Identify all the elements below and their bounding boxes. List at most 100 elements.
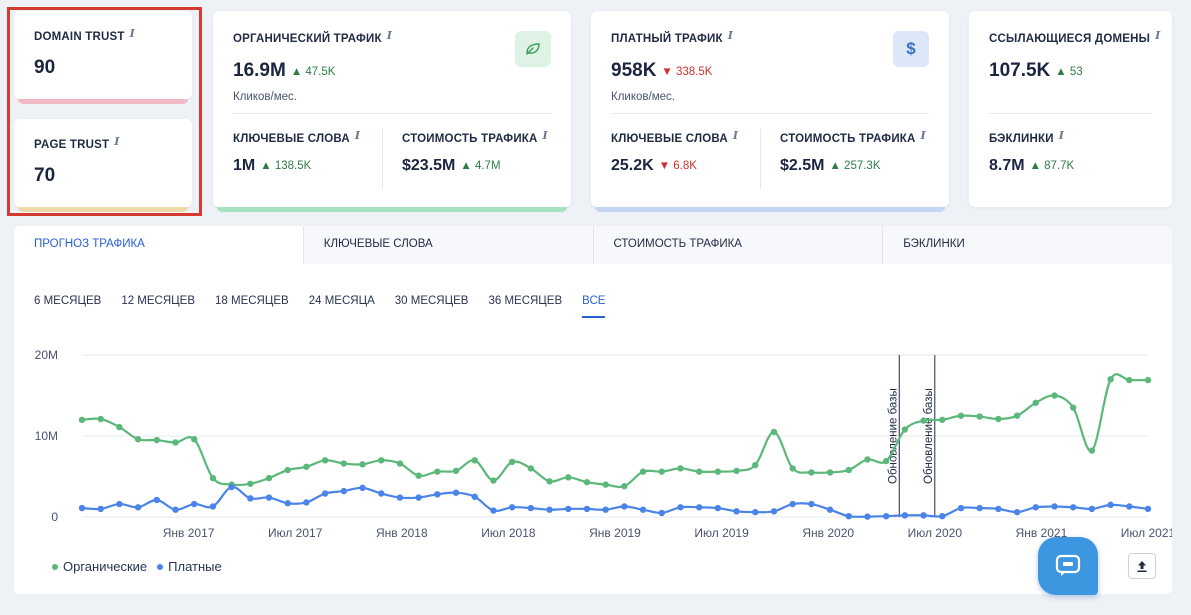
paid-data-point: [527, 504, 535, 512]
paid-traffic-value: 958K: [611, 60, 657, 81]
paid-data-point: [191, 500, 198, 508]
paid-data-point: [677, 504, 684, 511]
organic-data-point: [1051, 392, 1058, 399]
organic-data-point: [583, 478, 591, 486]
organic-data-point: [1107, 376, 1114, 383]
period-30-months[interactable]: 30 МЕСЯЦЕВ: [394, 295, 469, 307]
paid-data-point: [303, 499, 310, 506]
period-12-months[interactable]: 12 МЕСЯЦЕВ: [121, 295, 196, 307]
x-tick-label: Янв 2020: [802, 526, 854, 540]
chat-button[interactable]: [1038, 537, 1098, 595]
organic-data-point: [1144, 376, 1152, 384]
traffic-chart: 20M 10M 0 Янв 2017 Июл 2017 Янв 2018 Июл 2018 Я…: [35, 348, 1172, 540]
organic-data-point: [490, 477, 497, 484]
info-icon[interactable]: i: [727, 29, 734, 42]
paid-data-point: [134, 504, 142, 511]
organic-data-point: [172, 439, 179, 446]
organic-keywords-value: 1M: [233, 157, 256, 174]
organic-cost-row: $23.5M ▲ 4.7M: [402, 157, 501, 175]
organic-keywords-label: КЛЮЧЕВЫЕ СЛОВА i: [233, 129, 361, 145]
organic-data-point: [508, 458, 516, 466]
chart-tabs: ПРОГНОЗ ТРАФИКА КЛЮЧЕВЫЕ СЛОВА СТОИМОСТЬ…: [14, 226, 1172, 264]
info-icon[interactable]: i: [1155, 29, 1161, 42]
paid-data-point: [1069, 504, 1077, 511]
organic-data-point: [434, 468, 441, 475]
organic-traffic-delta: ▲ 47.5K: [290, 65, 336, 78]
paid-data-point: [452, 489, 460, 496]
paid-data-point: [396, 494, 404, 501]
export-button[interactable]: [1128, 553, 1156, 579]
tab-traffic-forecast[interactable]: ПРОГНОЗ ТРАФИКА: [14, 226, 304, 264]
highlight-box: [7, 7, 202, 216]
organic-data-point: [191, 436, 198, 443]
referring-domains-row: 107.5K ▲ 53: [989, 60, 1083, 82]
paid-data-point: [340, 487, 348, 495]
paid-cost-value: $2.5M: [780, 157, 825, 174]
paid-data-point: [845, 512, 852, 520]
organic-data-point: [284, 466, 291, 474]
organic-data-point: [733, 467, 740, 475]
paid-cost-delta: ▲ 257.3K: [829, 159, 881, 172]
info-icon[interactable]: i: [542, 129, 548, 142]
y-tick-label: 20M: [35, 348, 58, 362]
paid-data-point: [602, 506, 609, 513]
paid-data-point: [658, 509, 665, 517]
organic-data-point: [864, 456, 871, 463]
organic-data-point: [452, 467, 460, 475]
paid-cost-label: СТОИМОСТЬ ТРАФИКА i: [780, 129, 926, 145]
info-icon[interactable]: i: [732, 129, 739, 142]
period-all[interactable]: ВСЕ: [582, 295, 606, 318]
paid-data-point: [957, 504, 965, 512]
paid-data-point: [284, 500, 291, 507]
paid-data-point: [209, 503, 217, 510]
period-24-months[interactable]: 24 МЕСЯЦА: [308, 295, 375, 307]
paid-data-point: [882, 512, 890, 520]
paid-data-point: [976, 504, 983, 512]
x-tick-label: Июл 2019: [694, 526, 749, 540]
organic-data-point: [621, 483, 628, 490]
organic-data-point: [882, 457, 890, 465]
tab-backlinks[interactable]: БЭКЛИНКИ: [903, 238, 965, 250]
organic-data-point: [265, 474, 273, 482]
info-icon[interactable]: i: [920, 129, 926, 142]
tab-keywords[interactable]: КЛЮЧЕВЫЕ СЛОВА: [304, 226, 594, 264]
organic-data-point: [695, 468, 703, 475]
organic-data-point: [471, 457, 478, 464]
paid-data-point: [415, 494, 422, 501]
period-18-months[interactable]: 18 МЕСЯЦЕВ: [215, 295, 289, 307]
paid-data-point: [116, 500, 123, 508]
chart-panel: 6 МЕСЯЦЕВ 12 МЕСЯЦЕВ 18 МЕСЯЦЕВ 24 МЕСЯЦ…: [14, 264, 1172, 594]
organic-data-point: [920, 417, 927, 424]
info-icon[interactable]: i: [386, 29, 393, 42]
legend-paid[interactable]: Платные: [157, 559, 222, 574]
period-6-months[interactable]: 6 МЕСЯЦЕВ: [34, 295, 102, 307]
organic-cost-label: СТОИМОСТЬ ТРАФИКА i: [402, 129, 548, 145]
paid-data-point: [1107, 501, 1114, 509]
legend-paid-dot: [157, 563, 164, 570]
annotation-label: Обновление базы: [887, 388, 899, 484]
organic-data-point: [247, 480, 254, 487]
paid-data-point: [508, 504, 516, 511]
organic-data-point: [1013, 412, 1021, 419]
x-tick-label: Янв 2018: [376, 526, 428, 540]
paid-data-point: [97, 505, 104, 513]
organic-data-point: [153, 436, 161, 444]
chart-legend: Органические Платные: [52, 559, 222, 574]
organic-data-point: [602, 481, 609, 488]
legend-organic[interactable]: Органические: [52, 559, 147, 574]
paid-data-point: [789, 500, 796, 508]
paid-data-point: [1013, 508, 1021, 516]
organic-data-point: [527, 465, 535, 472]
period-36-months[interactable]: 36 МЕСЯЦЕВ: [488, 295, 563, 307]
divider: [382, 129, 383, 189]
info-icon[interactable]: i: [354, 129, 361, 142]
info-icon[interactable]: i: [114, 135, 120, 148]
organic-cost-value: $23.5M: [402, 157, 456, 174]
info-icon[interactable]: i: [1058, 129, 1065, 142]
organic-data-point: [116, 423, 123, 431]
leaf-icon: [515, 31, 551, 67]
organic-accent-bar: [217, 207, 567, 212]
info-icon[interactable]: i: [129, 27, 135, 40]
tab-traffic-cost[interactable]: СТОИМОСТЬ ТРАФИКА: [594, 226, 884, 264]
paid-data-point: [1126, 503, 1133, 510]
